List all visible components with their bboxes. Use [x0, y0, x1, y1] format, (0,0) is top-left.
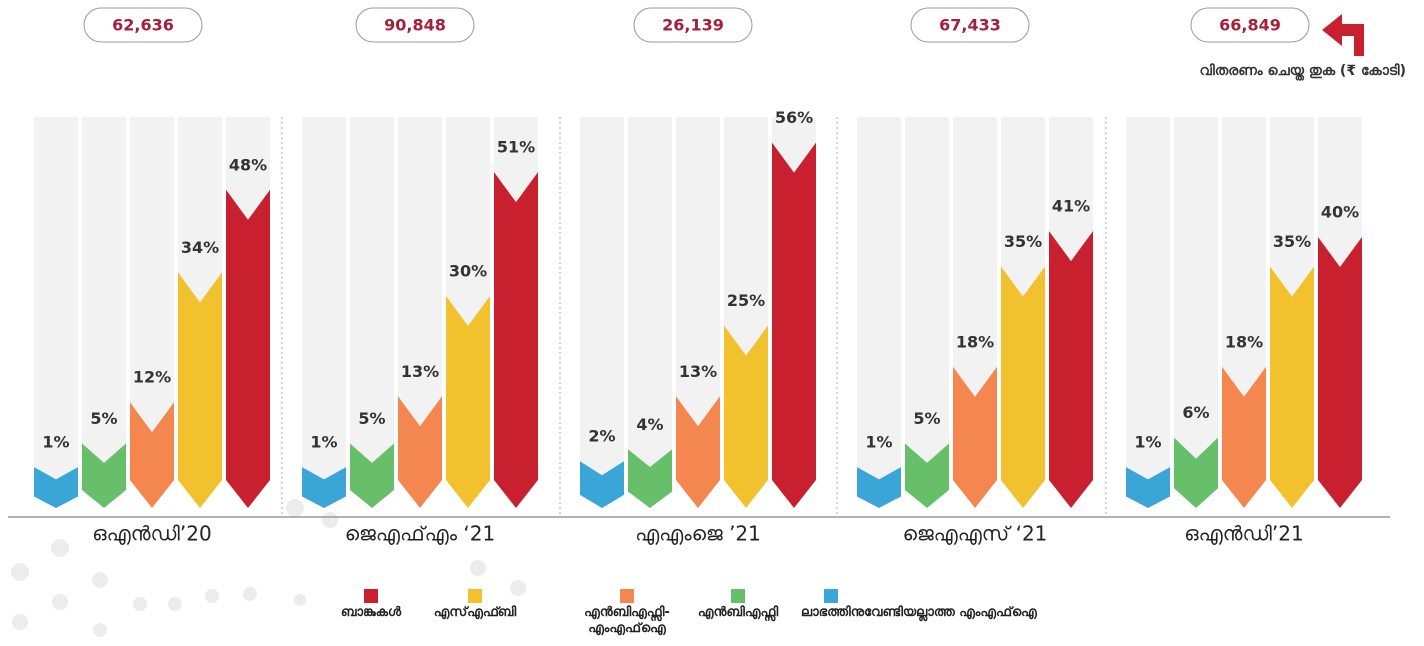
bar — [226, 189, 270, 509]
x-tick-label: ജെഎഎസ് ‘21 — [903, 522, 1048, 546]
bar — [446, 296, 490, 508]
bar — [676, 396, 720, 508]
value-label: 34% — [181, 238, 219, 257]
bar — [724, 325, 768, 508]
bar — [1270, 266, 1314, 508]
total-pill — [633, 7, 753, 43]
bar — [772, 142, 816, 508]
bar — [398, 396, 442, 508]
value-label: 18% — [956, 332, 994, 351]
decor-dots — [11, 499, 526, 637]
bar-track — [1174, 117, 1218, 508]
bar — [130, 402, 174, 508]
total-label: 62,636 — [112, 16, 174, 35]
x-tick-label: ഒഎൻഡി’21 — [1184, 522, 1303, 546]
value-label: 30% — [449, 262, 487, 281]
legend-swatch — [468, 589, 482, 603]
bar-track — [857, 117, 901, 508]
bar-track — [130, 117, 174, 508]
bar-track — [905, 117, 949, 508]
bar-track — [398, 117, 442, 508]
bar-track — [676, 117, 720, 508]
total-label: 67,433 — [939, 16, 1001, 35]
total-pill — [910, 7, 1030, 43]
value-label: 5% — [90, 409, 117, 428]
bar — [1001, 266, 1045, 508]
x-tick-label: ജെഎഫ്എം ‘21 — [345, 522, 495, 546]
legend-swatch — [824, 589, 838, 603]
bar-track — [628, 117, 672, 508]
legend-swatch — [731, 589, 745, 603]
value-label: 56% — [775, 108, 813, 127]
bar — [1174, 437, 1218, 508]
value-label: 1% — [865, 433, 892, 452]
bar-track — [1126, 117, 1170, 508]
bar — [350, 443, 394, 508]
value-label: 48% — [229, 155, 267, 174]
total-label: 26,139 — [662, 16, 724, 35]
bar — [580, 461, 624, 508]
value-label: 35% — [1273, 232, 1311, 251]
legend-swatch — [364, 589, 378, 603]
value-label: 12% — [133, 368, 171, 387]
bar — [953, 366, 997, 508]
legend-label: എൻബിഎഫ്സി- എംഎഫ്ഐ — [584, 605, 670, 636]
x-tick-label: ഒഎൻഡി’20 — [92, 522, 211, 546]
legend-label: ലാഭത്തിനുവേണ്ടിയല്ലാത്ത എംഎഫ്ഐ — [801, 605, 1037, 620]
x-tick-label: എഎംജെ ’21 — [635, 522, 761, 546]
bar — [1318, 237, 1362, 508]
value-label: 51% — [497, 138, 535, 157]
value-label: 18% — [1225, 332, 1263, 351]
bar-track — [82, 117, 126, 508]
bar — [82, 443, 126, 508]
bar — [178, 272, 222, 508]
bar — [1049, 231, 1093, 508]
value-label: 4% — [636, 415, 663, 434]
legend-swatch — [620, 589, 634, 603]
total-label: 90,848 — [384, 16, 446, 35]
bar — [34, 467, 78, 508]
bar — [857, 467, 901, 508]
total-pill — [1190, 7, 1310, 43]
value-label: 25% — [727, 291, 765, 310]
bar-track — [350, 117, 394, 508]
value-label: 6% — [1182, 403, 1209, 422]
bar — [1126, 467, 1170, 508]
arrow-icon — [1322, 14, 1364, 56]
bar — [628, 449, 672, 508]
bar — [1222, 366, 1266, 508]
bar-track — [580, 117, 624, 508]
value-label: 1% — [1134, 433, 1161, 452]
value-label: 13% — [679, 362, 717, 381]
bar — [494, 172, 538, 508]
legend-label: എസ്എഫ്ബി — [433, 605, 517, 620]
bar — [905, 443, 949, 508]
value-label: 41% — [1052, 197, 1090, 216]
value-label: 1% — [42, 433, 69, 452]
value-label: 1% — [310, 433, 337, 452]
total-pill — [355, 7, 475, 43]
value-label: 5% — [358, 409, 385, 428]
bar-track — [302, 117, 346, 508]
value-label: 35% — [1004, 232, 1042, 251]
value-label: 13% — [401, 362, 439, 381]
total-label: 66,849 — [1219, 16, 1281, 35]
value-label: 5% — [913, 409, 940, 428]
value-label: 40% — [1321, 203, 1359, 222]
bar-track — [34, 117, 78, 508]
legend-label: എൻബിഎഫ്സി — [697, 605, 779, 620]
value-label: 2% — [588, 427, 615, 446]
legend-label: ബാങ്കുകൾ — [340, 605, 402, 620]
total-pill — [83, 7, 203, 43]
bar — [302, 467, 346, 508]
totals-label: വിതരണം ചെയ്ത തുക (₹ കോടി) — [1200, 63, 1406, 82]
